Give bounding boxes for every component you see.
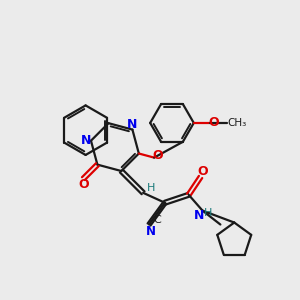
Text: N: N	[146, 225, 156, 238]
Text: O: O	[153, 149, 164, 162]
Text: O: O	[197, 164, 208, 178]
Text: O: O	[208, 116, 219, 129]
Text: N: N	[194, 209, 204, 222]
Text: N: N	[81, 134, 91, 147]
Text: C: C	[153, 214, 161, 225]
Text: O: O	[78, 178, 89, 191]
Text: H: H	[204, 208, 213, 218]
Text: N: N	[127, 118, 138, 131]
Text: H: H	[147, 183, 155, 193]
Text: CH₃: CH₃	[228, 118, 247, 128]
